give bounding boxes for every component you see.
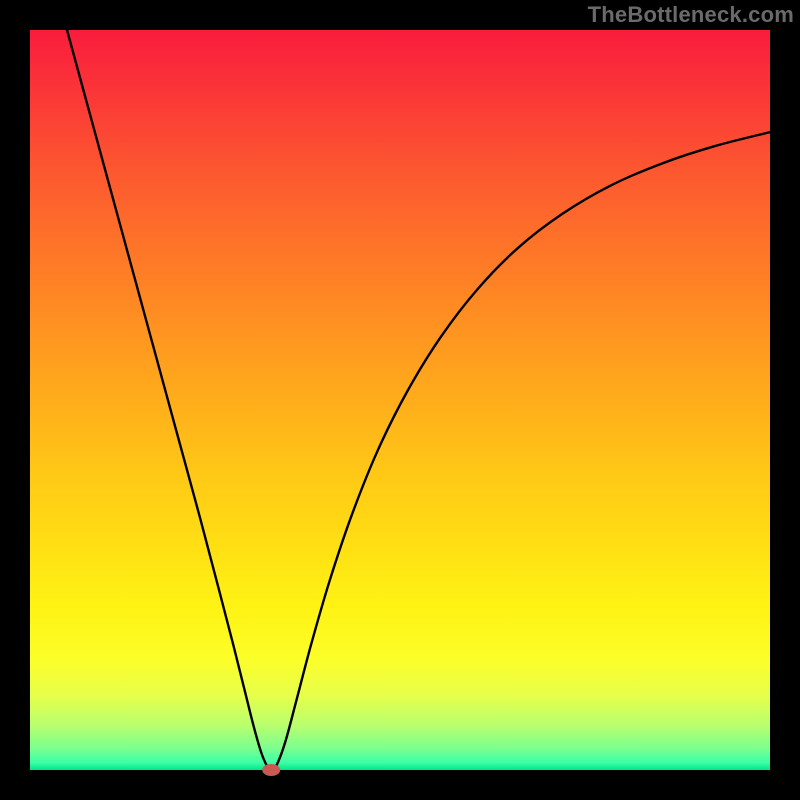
- chart-container: TheBottleneck.com: [0, 0, 800, 800]
- bottleneck-min-marker: [262, 764, 280, 776]
- chart-plot-area: [30, 30, 770, 770]
- attribution-label: TheBottleneck.com: [582, 0, 800, 30]
- bottleneck-chart: [0, 0, 800, 800]
